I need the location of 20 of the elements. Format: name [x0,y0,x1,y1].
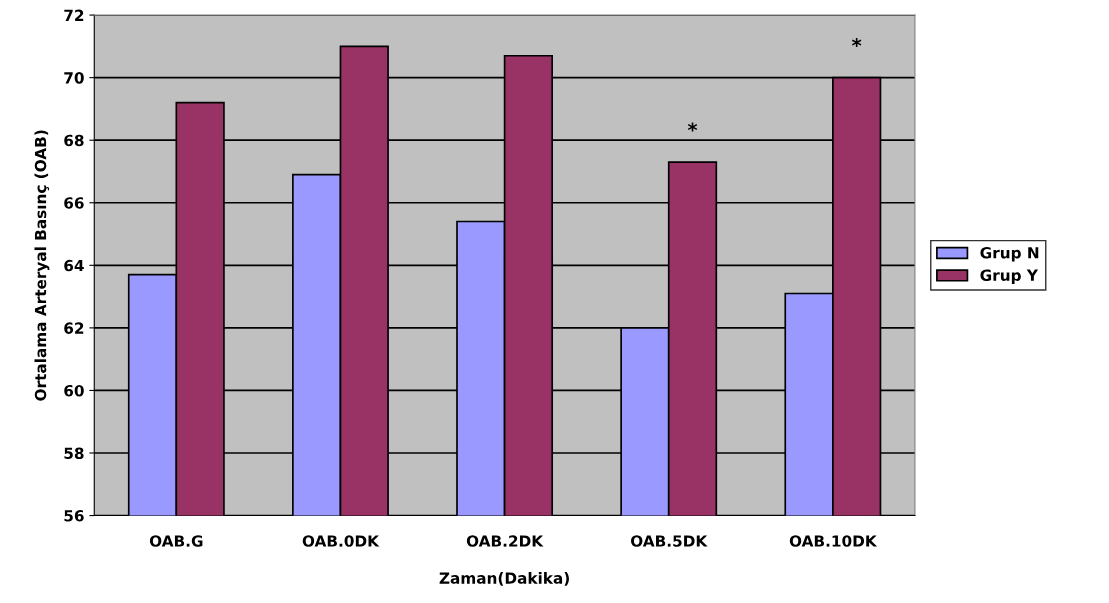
annotation: * [851,38,862,48]
legend-label: Grup Y [980,269,1039,284]
annotation: * [687,122,698,132]
y-tick-label: 58 [64,447,84,460]
y-tick-label: 70 [64,72,84,84]
legend-label: Grup N [980,246,1039,262]
y-tick-label: 68 [64,134,84,147]
y-tick-label: 56 [64,510,84,522]
x-axis-title: Zaman(Dakika) [439,572,569,586]
y-tick-label: 72 [64,9,84,21]
x-tick-label: OAB.5DK [630,535,708,547]
y-tick-label: 62 [64,322,84,334]
x-tick-label: OAB.2DK [466,535,544,547]
x-tick-label: OAB.G [149,535,203,547]
y-tick-label: 64 [64,259,84,272]
y-tick-label: 66 [64,197,84,209]
x-tick-label: OAB.10DK [789,535,878,547]
x-tick-label: OAB.0DK [302,535,380,547]
y-tick-label: 60 [64,384,84,397]
y-axis-title: Ortalama Arteryal Basınç (OAB) [34,130,50,401]
